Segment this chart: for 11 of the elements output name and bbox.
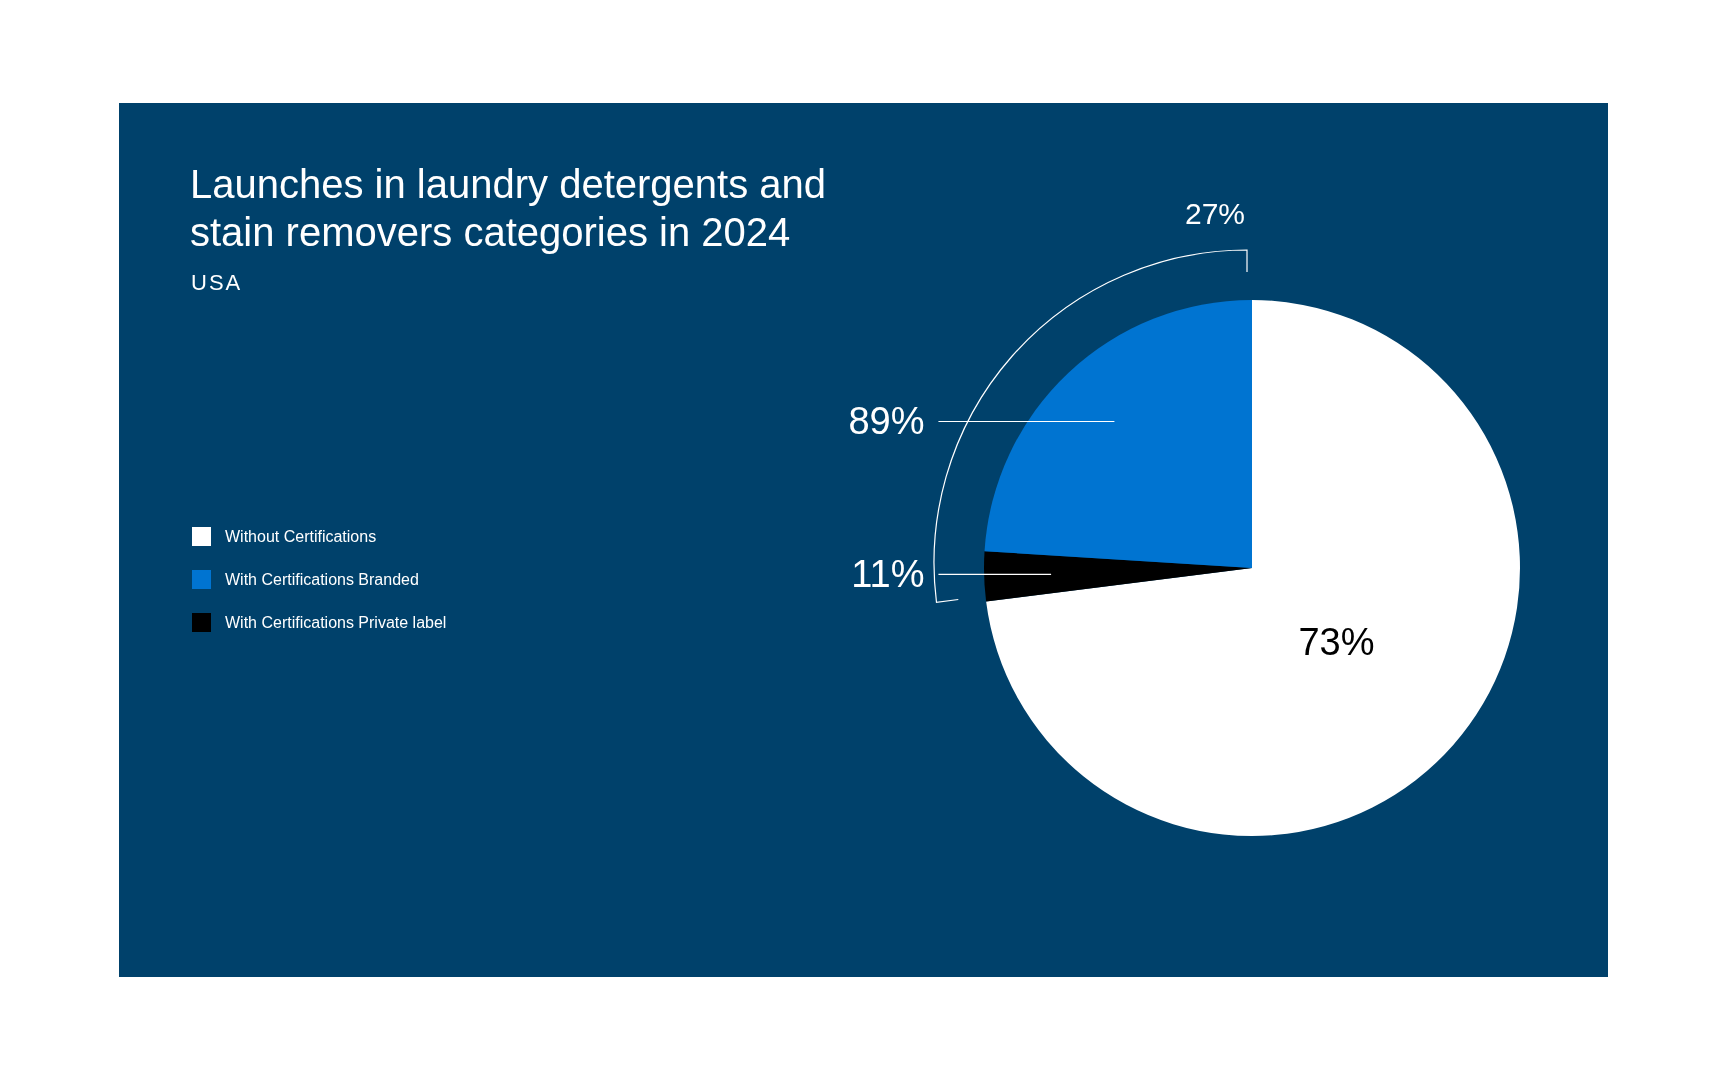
pie-slice [984, 300, 1252, 568]
pie-slice [986, 300, 1520, 836]
text: 89% [848, 400, 925, 443]
legend-label: With Certifications Branded [225, 570, 419, 589]
data-label: 73% [1298, 621, 1375, 664]
chart-subtitle: USA [191, 270, 243, 296]
chart-title: Launches in laundry detergents and stain removers categories in 2024 [190, 161, 827, 256]
legend-label: With Certifications Private label [225, 613, 447, 632]
legend-label: Without Certifications [225, 527, 377, 546]
text: 11% [851, 553, 925, 596]
text: 27% [1184, 197, 1246, 230]
